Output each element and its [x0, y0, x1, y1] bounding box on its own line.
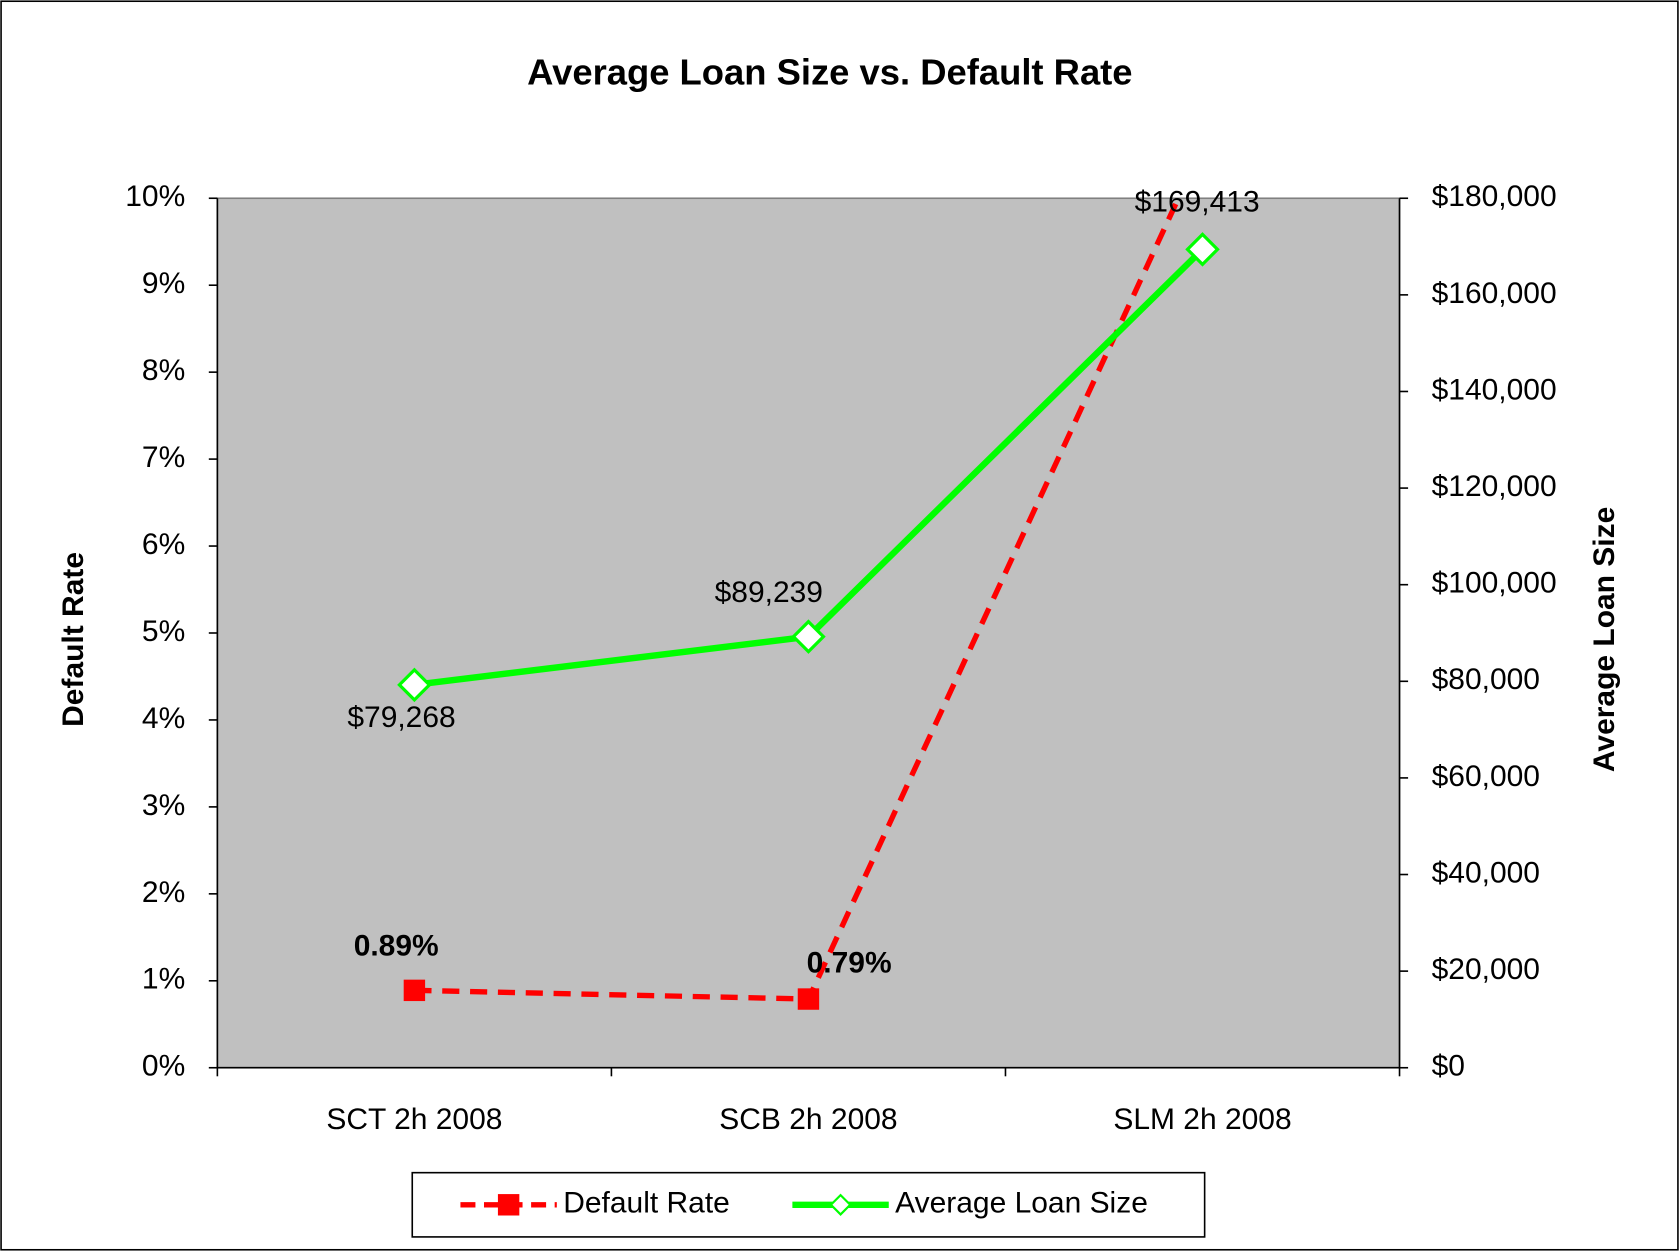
y2-tick-label: $140,000 [1432, 373, 1557, 406]
y-tick-label: 0% [142, 1050, 185, 1083]
legend-label: Default Rate [563, 1187, 730, 1220]
x-tick-label: SCT 2h 2008 [326, 1103, 502, 1136]
y-tick-label: 6% [142, 528, 185, 561]
y2-tick-label: $0 [1432, 1050, 1465, 1083]
legend-marker [497, 1194, 520, 1216]
y2-tick-label: $120,000 [1432, 470, 1557, 503]
y2-tick-label: $160,000 [1432, 277, 1557, 310]
x-tick-label: SLM 2h 2008 [1113, 1103, 1291, 1136]
y-tick-label: 2% [142, 876, 185, 909]
y2-tick-label: $20,000 [1432, 953, 1540, 986]
y-tick-label: 1% [142, 963, 185, 996]
data-label: $79,268 [347, 701, 455, 734]
data-label: 0.89% [354, 929, 439, 962]
y2-tick-label: $180,000 [1432, 180, 1557, 213]
y-tick-label: 5% [142, 615, 185, 648]
point-marker [791, 619, 826, 654]
data-label: $169,413 [1135, 185, 1260, 218]
y-axis-label: Default Rate [57, 552, 90, 727]
y2-tick-label: $80,000 [1432, 663, 1540, 696]
y2-axis-label: Average Loan Size [1588, 507, 1621, 772]
y-tick-label: 8% [142, 354, 185, 387]
y2-tick-label: $60,000 [1432, 760, 1540, 793]
point-marker [1185, 232, 1220, 267]
y-tick-label: 10% [125, 180, 185, 213]
chart-title: Average Loan Size vs. Default Rate [527, 52, 1132, 93]
y-tick-label: 9% [142, 267, 185, 300]
point-marker [403, 979, 426, 1002]
point-marker [397, 667, 432, 703]
data-label: $89,239 [715, 576, 823, 609]
y2-tick-label: $100,000 [1432, 567, 1557, 600]
legend-label: Average Loan Size [895, 1187, 1148, 1220]
legend-marker [829, 1193, 852, 1216]
point-marker [797, 988, 820, 1010]
y2-tick-label: $40,000 [1432, 856, 1540, 889]
x-tick-label: SCB 2h 2008 [719, 1103, 897, 1136]
y-tick-label: 4% [142, 702, 185, 735]
data-label: 0.79% [807, 947, 892, 980]
y-tick-label: 3% [142, 789, 185, 822]
y-tick-label: 7% [142, 441, 185, 474]
